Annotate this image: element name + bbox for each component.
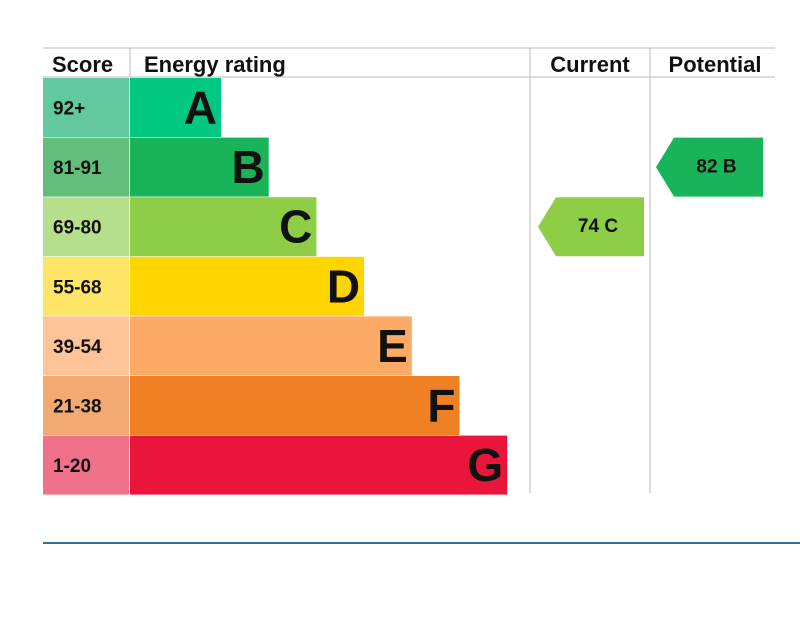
current-rating-arrow: 74 C	[538, 197, 644, 257]
table-grid	[43, 47, 775, 493]
current-header: Current	[550, 52, 630, 77]
score-cell-g	[43, 435, 129, 495]
score-label-c: 69-80	[53, 218, 102, 239]
score-cell-e	[43, 316, 129, 376]
score-label-b: 81-91	[53, 158, 102, 179]
score-cell-d	[43, 256, 129, 316]
potential-arrow-shape	[656, 137, 763, 197]
score-label-f: 21-38	[53, 397, 102, 418]
energy-rating-header: Energy rating	[144, 52, 286, 77]
score-cell-a	[43, 78, 129, 137]
score-label-a: 92+	[53, 99, 85, 120]
band-bar-f	[130, 376, 460, 435]
rating-bands: 92+ A 81-91 B 69-80 C 55-68 D 39-54 E 21-38 F 1-20 G	[43, 78, 508, 495]
band-letter-b: B	[231, 141, 264, 193]
potential-arrow-label: 82 B	[696, 157, 736, 178]
score-label-e: 39-54	[53, 337, 102, 358]
band-letter-e: E	[377, 320, 408, 372]
score-label-g: 1-20	[53, 456, 91, 477]
score-cell-f	[43, 376, 129, 435]
current-arrow-shape	[538, 197, 644, 257]
band-bar-e	[130, 316, 412, 376]
score-label-d: 55-68	[53, 277, 102, 298]
band-letter-a: A	[184, 82, 217, 134]
score-header: Score	[52, 52, 113, 77]
score-cell-b	[43, 137, 129, 197]
band-letter-c: C	[279, 201, 312, 253]
potential-header: Potential	[669, 52, 762, 77]
current-arrow-label: 74 C	[578, 216, 618, 237]
band-letter-f: F	[427, 380, 455, 432]
band-bar-c	[130, 197, 317, 257]
score-cell-c	[43, 197, 129, 257]
potential-rating-arrow: 82 B	[656, 137, 763, 197]
band-bar-b	[130, 137, 269, 197]
band-bar-a	[130, 78, 221, 137]
band-bar-g	[130, 435, 508, 495]
band-bar-d	[130, 256, 365, 316]
band-letter-g: G	[467, 439, 503, 491]
band-letter-d: D	[327, 260, 360, 312]
